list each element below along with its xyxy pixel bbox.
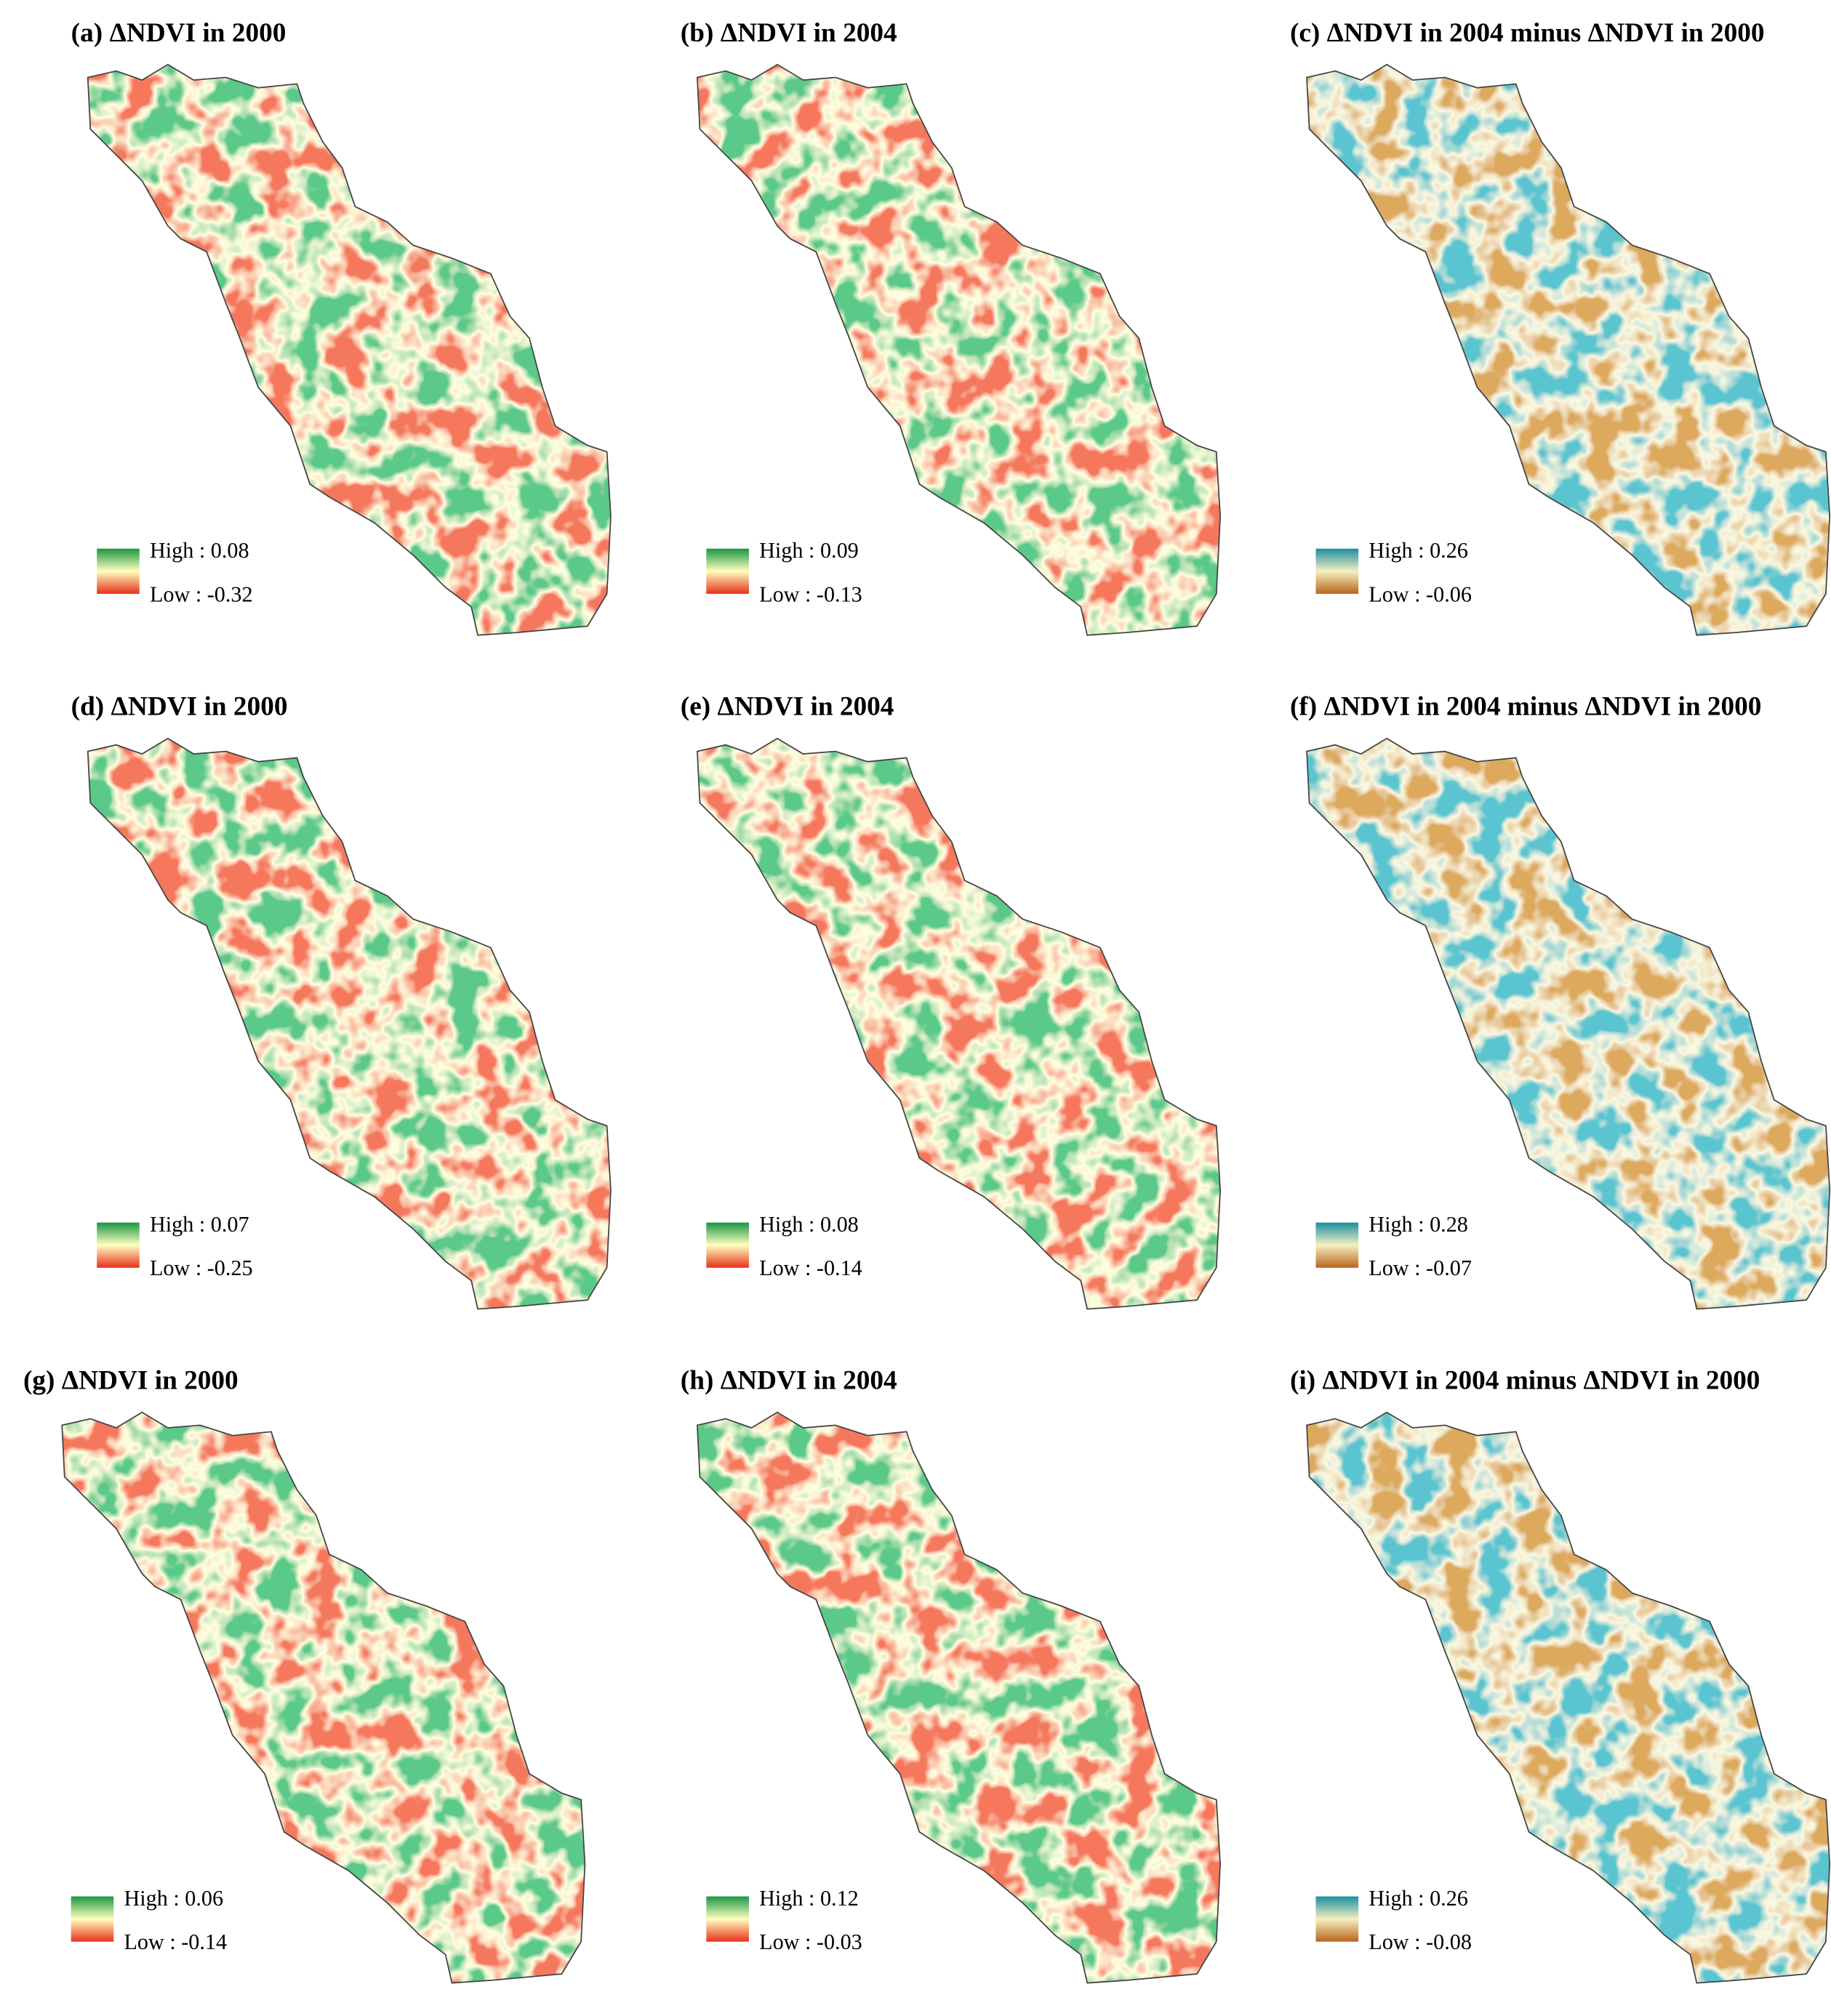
legend-low: Low : -0.14 <box>124 1929 227 1954</box>
map-outline <box>87 63 612 636</box>
map-outline <box>1306 63 1831 636</box>
panel-title: (h) ΔNDVI in 2004 <box>681 1366 897 1396</box>
panel: (i) ΔNDVI in 2004 minus ΔNDVI in 2000 Hig… <box>1290 1366 1831 1984</box>
panel: (b) ΔNDVI in 2004 High : 0.09 Low : -0.13 <box>681 18 1221 636</box>
legend-low: Low : -0.08 <box>1369 1929 1472 1954</box>
legend-low: Low : -0.32 <box>150 582 253 606</box>
panel: (e) ΔNDVI in 2004 High : 0.08 Low : -0.14 <box>681 692 1221 1310</box>
panel: (c) ΔNDVI in 2004 minus ΔNDVI in 2000 Hig… <box>1290 18 1831 636</box>
panel: (g) ΔNDVI in 2000 High : 0.06 Low : -0.14 <box>23 1366 586 1984</box>
legend-high: High : 0.28 <box>1369 1212 1468 1237</box>
map-outline <box>696 63 1221 636</box>
legend-high: High : 0.12 <box>759 1886 859 1911</box>
legend-low: Low : -0.06 <box>1369 582 1472 606</box>
panel-title: (g) ΔNDVI in 2000 <box>23 1366 239 1396</box>
map-outline <box>1306 737 1831 1310</box>
panel-title: (a) ΔNDVI in 2000 <box>71 18 287 48</box>
legend-high: High : 0.26 <box>1369 1886 1468 1911</box>
legend-low: Low : -0.13 <box>759 582 862 606</box>
panel: (f) ΔNDVI in 2004 minus ΔNDVI in 2000 Hig… <box>1290 692 1831 1310</box>
map-outline <box>1306 1411 1831 1984</box>
panel-title: (f) ΔNDVI in 2004 minus ΔNDVI in 2000 <box>1290 692 1762 722</box>
panel-title: (c) ΔNDVI in 2004 minus ΔNDVI in 2000 <box>1290 18 1765 48</box>
legend-high: High : 0.06 <box>124 1886 223 1911</box>
panel: (a) ΔNDVI in 2000 High : 0.08 Low : -0.32 <box>71 18 612 636</box>
panel: (h) ΔNDVI in 2004 High : 0.12 Low : -0.03 <box>681 1366 1221 1984</box>
legend-low: Low : -0.25 <box>150 1256 253 1280</box>
panel-title: (b) ΔNDVI in 2004 <box>681 18 897 48</box>
legend-swatch <box>1315 548 1359 594</box>
legend-swatch <box>1315 1896 1359 1942</box>
legend-swatch <box>706 548 749 594</box>
panel-title: (d) ΔNDVI in 2000 <box>71 692 288 722</box>
legend-high: High : 0.26 <box>1369 538 1468 563</box>
legend-swatch <box>97 548 140 594</box>
map-outline <box>87 737 612 1310</box>
panel: (d) ΔNDVI in 2000 High : 0.07 Low : -0.25 <box>71 692 612 1310</box>
legend-high: High : 0.08 <box>759 1212 859 1237</box>
legend-swatch <box>97 1222 140 1268</box>
legend-swatch <box>706 1896 749 1942</box>
legend-high: High : 0.09 <box>759 538 859 563</box>
legend-high: High : 0.08 <box>150 538 249 563</box>
panel-title: (i) ΔNDVI in 2004 minus ΔNDVI in 2000 <box>1290 1366 1760 1396</box>
legend-swatch <box>1315 1222 1359 1268</box>
legend-high: High : 0.07 <box>150 1212 249 1237</box>
legend-low: Low : -0.07 <box>1369 1256 1472 1280</box>
legend-swatch <box>706 1222 749 1268</box>
legend-low: Low : -0.03 <box>759 1929 862 1954</box>
legend-swatch <box>71 1896 114 1942</box>
map-outline <box>696 737 1221 1310</box>
legend-low: Low : -0.14 <box>759 1256 862 1280</box>
map-outline <box>61 1411 586 1984</box>
panel-title: (e) ΔNDVI in 2004 <box>681 692 894 722</box>
map-outline <box>696 1411 1221 1984</box>
